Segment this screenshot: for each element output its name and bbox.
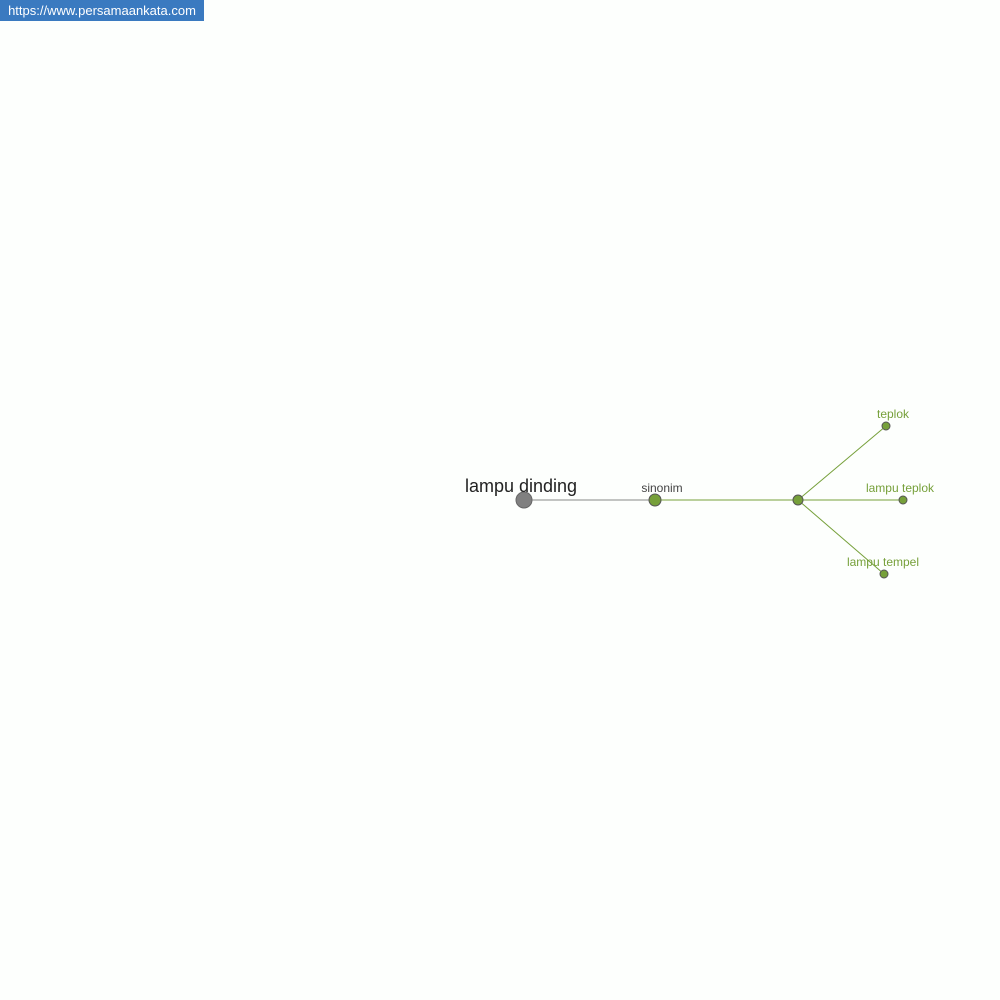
relation-node[interactable] [648, 493, 662, 507]
root-node[interactable] [515, 491, 533, 509]
synonym-label-lampu-tempel[interactable]: lampu tempel [847, 555, 919, 569]
edge-hub-teplok [797, 425, 887, 501]
synonym-node-teplok[interactable] [881, 421, 891, 431]
synonym-node-lampu-teplok[interactable] [898, 495, 908, 505]
root-label[interactable]: lampu dinding [465, 476, 577, 496]
site-url-banner[interactable]: https://www.persamaankata.com [0, 0, 204, 21]
hub-node[interactable] [792, 494, 804, 506]
relation-label: sinonim [641, 481, 682, 495]
edge-hub-lampu-tempel [797, 499, 885, 575]
synonym-label-teplok[interactable]: teplok [877, 407, 910, 421]
synonym-label-lampu-teplok[interactable]: lampu teplok [866, 481, 935, 495]
synonym-node-lampu-tempel[interactable] [879, 569, 889, 579]
